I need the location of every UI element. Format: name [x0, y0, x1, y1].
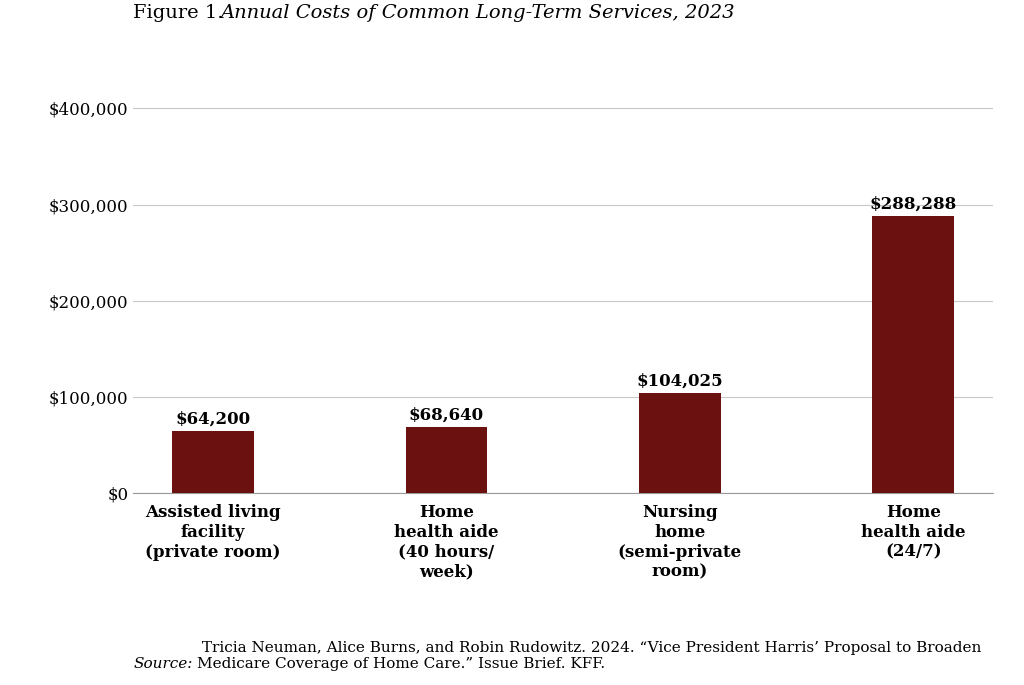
Text: Tricia Neuman, Alice Burns, and Robin Rudowitz. 2024. “Vice President Harris’ Pr: Tricia Neuman, Alice Burns, and Robin Ru…: [197, 641, 981, 671]
Bar: [406, 427, 487, 493]
Text: Source:: Source:: [133, 658, 193, 671]
Text: $64,200: $64,200: [175, 411, 251, 428]
Bar: [872, 216, 954, 493]
Text: Annual Costs of Common Long-Term Services, 2023: Annual Costs of Common Long-Term Service…: [220, 4, 735, 23]
Text: $104,025: $104,025: [637, 373, 723, 390]
Text: $288,288: $288,288: [869, 195, 957, 212]
Text: Figure 1.: Figure 1.: [133, 4, 229, 23]
Text: $68,640: $68,640: [409, 407, 484, 424]
Bar: [172, 432, 254, 493]
Bar: [639, 393, 721, 493]
